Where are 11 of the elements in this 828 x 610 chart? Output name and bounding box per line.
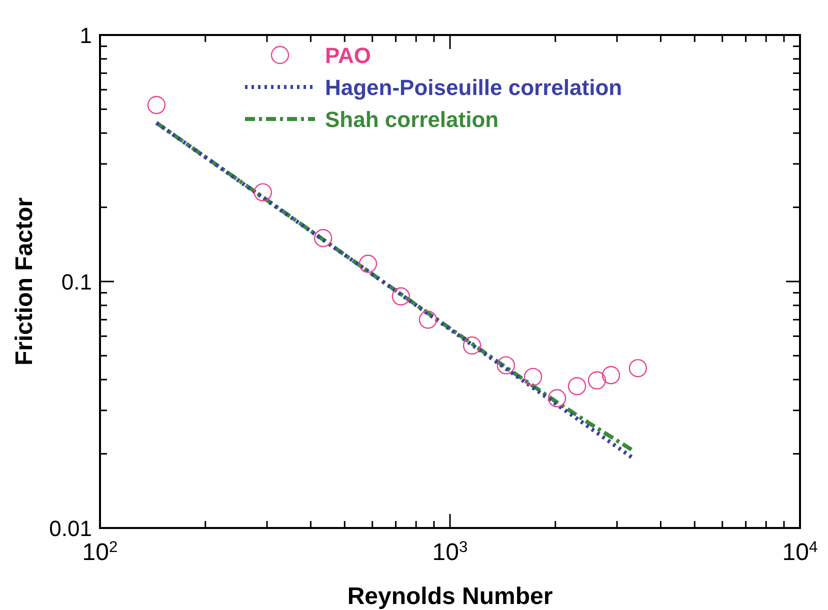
y-axis-title: Friction Factor [11, 197, 38, 366]
legend-label: Hagen-Poiseuille correlation [325, 75, 622, 100]
legend-label: PAO [325, 43, 372, 68]
y-tick-label: 0.01 [49, 516, 92, 541]
x-tick-label: 10$^{2}$ [82, 538, 118, 566]
y-tick-label: 0.1 [61, 270, 92, 294]
x-tick-label: 10$^{4}$ [782, 538, 818, 566]
x-axis-title: Reynolds Number [347, 583, 553, 610]
x-tick-label: 10$^{3}$ [432, 538, 468, 566]
y-tick-label: 1 [80, 23, 92, 48]
legend-label: Shah correlation [325, 107, 499, 132]
